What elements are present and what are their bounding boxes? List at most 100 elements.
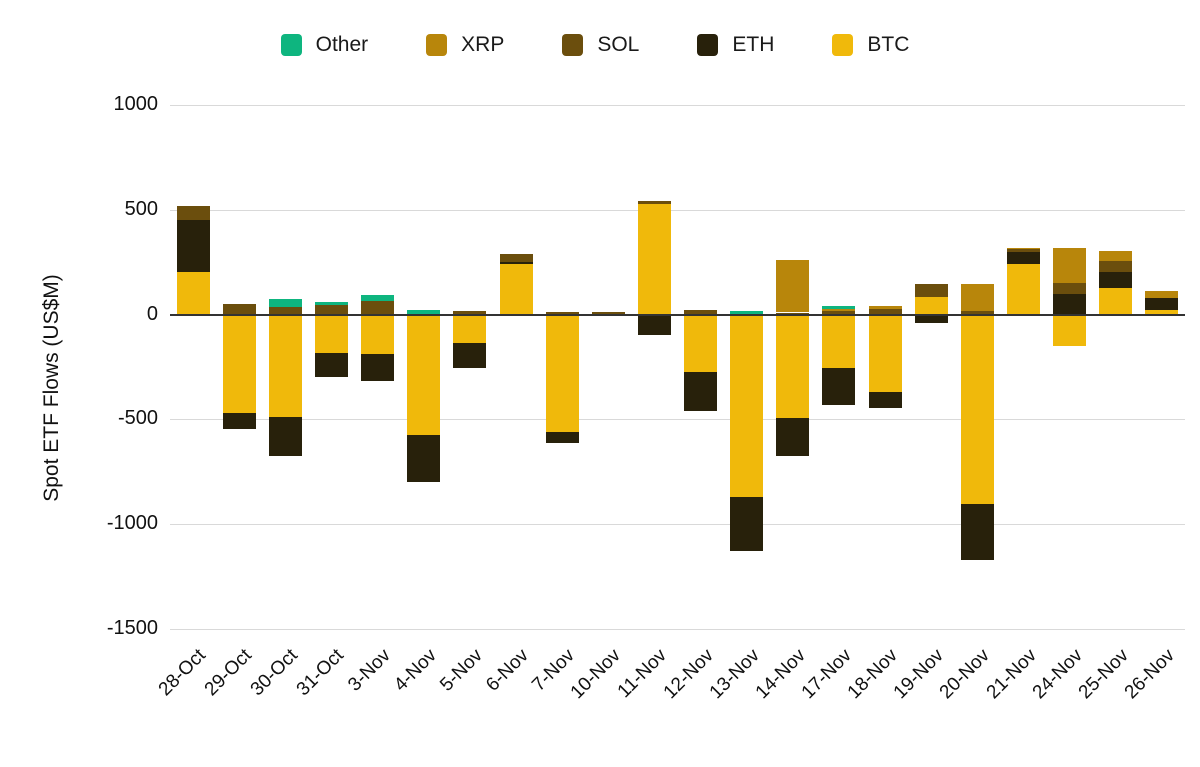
bar-segment-btc-12-nov[interactable] xyxy=(684,314,718,372)
bar-segment-eth-13-nov[interactable] xyxy=(730,496,764,552)
bar-segment-xrp-26-nov[interactable] xyxy=(1145,290,1179,299)
bar-segment-xrp-24-nov[interactable] xyxy=(1053,247,1087,284)
bar-segment-sol-10-nov[interactable] xyxy=(591,312,625,315)
bar-segment-btc-18-nov[interactable] xyxy=(868,314,902,393)
bar-segment-btc-7-nov[interactable] xyxy=(545,314,579,432)
bar-segment-sol-21-nov[interactable] xyxy=(1007,249,1041,252)
legend-item-eth[interactable]: ETH xyxy=(697,33,774,57)
bar-segment-other-13-nov[interactable] xyxy=(730,311,764,315)
y-tick-label: -500 xyxy=(117,407,158,430)
bar-segment-eth-24-nov[interactable] xyxy=(1053,293,1087,315)
bar-segment-sol-12-nov[interactable] xyxy=(684,310,718,315)
bar-segment-eth-20-nov[interactable] xyxy=(960,504,994,560)
bar-segment-eth-29-oct[interactable] xyxy=(222,413,256,430)
bar-segment-btc-25-nov[interactable] xyxy=(1099,287,1133,315)
legend-label: XRP xyxy=(461,33,505,56)
bar-segment-eth-21-nov[interactable] xyxy=(1007,251,1041,264)
bar-segment-sol-14-nov[interactable] xyxy=(776,312,810,315)
bar-segment-eth-3-nov[interactable] xyxy=(361,354,395,382)
legend-label: SOL xyxy=(597,33,640,56)
y-tick-label: 0 xyxy=(146,302,158,325)
bar-segment-btc-19-nov[interactable] xyxy=(914,296,948,315)
bar-segment-btc-5-nov[interactable] xyxy=(453,314,487,344)
bar-segment-btc-26-nov[interactable] xyxy=(1145,309,1179,315)
bar-segment-other-30-oct[interactable] xyxy=(268,299,302,307)
spot-etf-flows-chart: Other XRP SOL ETH BTC Spot ETF Flows (US$M) … xyxy=(0,33,1190,704)
bar-segment-sol-25-nov[interactable] xyxy=(1099,260,1133,272)
bar-segment-btc-31-oct[interactable] xyxy=(314,314,348,354)
bar-segment-eth-28-oct[interactable] xyxy=(176,220,210,272)
bar-segment-other-17-nov[interactable] xyxy=(822,306,856,309)
bar-segment-sol-29-oct[interactable] xyxy=(222,304,256,315)
bar-segment-btc-14-nov[interactable] xyxy=(776,314,810,419)
bar-segment-sol-11-nov[interactable] xyxy=(637,201,671,204)
bar-segment-sol-28-oct[interactable] xyxy=(176,205,210,221)
bar-segment-eth-7-nov[interactable] xyxy=(545,431,579,444)
bar-segment-eth-31-oct[interactable] xyxy=(314,353,348,377)
bar-segment-sol-18-nov[interactable] xyxy=(868,308,902,315)
bar-segment-eth-5-nov[interactable] xyxy=(453,343,487,369)
bar-segment-btc-21-nov[interactable] xyxy=(1007,263,1041,315)
bar-segment-sol-3-nov[interactable] xyxy=(361,300,395,315)
bar-segment-btc-24-nov[interactable] xyxy=(1053,314,1087,346)
bar-segment-eth-18-nov[interactable] xyxy=(868,392,902,409)
bar-segment-xrp-20-nov[interactable] xyxy=(960,284,994,311)
legend-swatch-sol xyxy=(562,34,584,56)
legend-item-other[interactable]: Other xyxy=(280,33,369,57)
bar-segment-eth-19-nov[interactable] xyxy=(914,314,948,324)
bar-segment-btc-13-nov[interactable] xyxy=(730,314,764,497)
bar-segment-sol-7-nov[interactable] xyxy=(545,311,579,315)
bar-segment-btc-28-oct[interactable] xyxy=(176,271,210,315)
bar-segment-sol-20-nov[interactable] xyxy=(960,310,994,315)
bar-segment-sol-19-nov[interactable] xyxy=(914,284,948,297)
gridline--500 xyxy=(170,419,1185,421)
bar-segment-xrp-25-nov[interactable] xyxy=(1099,250,1133,261)
bar-segment-eth-6-nov[interactable] xyxy=(499,262,533,265)
gridline--1500 xyxy=(170,629,1185,630)
bar-segment-btc-30-oct[interactable] xyxy=(268,314,302,418)
bar-segment-sol-31-oct[interactable] xyxy=(314,304,348,315)
bar-segment-btc-11-nov[interactable] xyxy=(637,203,671,315)
bar-segment-btc-4-nov[interactable] xyxy=(407,314,441,436)
bar-segment-sol-6-nov[interactable] xyxy=(499,253,533,263)
legend-item-xrp[interactable]: XRP xyxy=(426,33,504,57)
legend-swatch-btc xyxy=(832,34,854,56)
gridline--1000 xyxy=(170,524,1185,526)
bar-segment-other-3-nov[interactable] xyxy=(361,294,395,301)
y-tick-label: 1000 xyxy=(113,93,159,115)
bar-segment-btc-29-oct[interactable] xyxy=(222,314,256,414)
legend-item-sol[interactable]: SOL xyxy=(562,33,639,57)
bar-segment-eth-26-nov[interactable] xyxy=(1145,298,1179,310)
chart-legend: Other XRP SOL ETH BTC xyxy=(0,33,1190,57)
bar-segment-sol-5-nov[interactable] xyxy=(453,311,487,315)
y-tick-label: -1500 xyxy=(106,617,158,639)
bar-segment-sol-24-nov[interactable] xyxy=(1053,283,1087,294)
zero-axis-line xyxy=(170,313,1185,316)
bar-segment-eth-4-nov[interactable] xyxy=(407,435,441,482)
y-tick-label: -1000 xyxy=(106,512,158,535)
bar-segment-btc-3-nov[interactable] xyxy=(361,314,395,355)
bar-segment-xrp-17-nov[interactable] xyxy=(822,308,856,312)
bar-segment-btc-17-nov[interactable] xyxy=(822,314,856,369)
bar-segment-eth-17-nov[interactable] xyxy=(822,368,856,405)
legend-swatch-eth xyxy=(697,34,719,56)
bar-segment-xrp-21-nov[interactable] xyxy=(1007,247,1041,250)
gridline-500 xyxy=(170,209,1185,211)
bar-segment-other-4-nov[interactable] xyxy=(407,310,441,315)
bar-segment-xrp-14-nov[interactable] xyxy=(776,260,810,313)
bar-segment-xrp-18-nov[interactable] xyxy=(868,306,902,309)
bar-segment-eth-30-oct[interactable] xyxy=(268,417,302,456)
bar-segment-btc-6-nov[interactable] xyxy=(499,264,533,315)
legend-item-btc[interactable]: BTC xyxy=(832,33,909,57)
bar-segment-sol-17-nov[interactable] xyxy=(822,311,856,315)
bar-segment-eth-25-nov[interactable] xyxy=(1099,271,1133,288)
legend-label: ETH xyxy=(732,33,775,56)
bar-segment-btc-20-nov[interactable] xyxy=(960,314,994,505)
bar-segment-eth-11-nov[interactable] xyxy=(637,314,671,335)
bar-segment-other-31-oct[interactable] xyxy=(314,301,348,305)
gridline-1000 xyxy=(170,105,1185,106)
bar-segment-eth-12-nov[interactable] xyxy=(684,371,718,411)
legend-label: Other xyxy=(315,33,369,56)
bar-segment-eth-14-nov[interactable] xyxy=(776,418,810,456)
bar-segment-sol-30-oct[interactable] xyxy=(268,306,302,315)
